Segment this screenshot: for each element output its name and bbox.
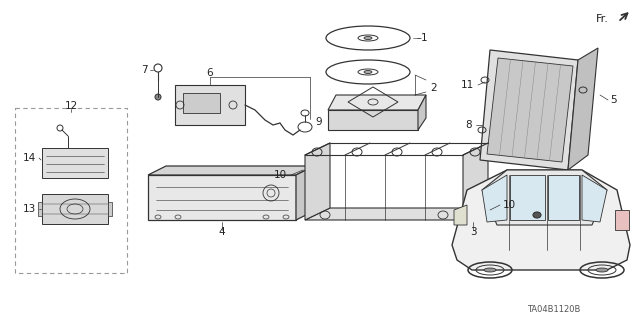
Polygon shape [418, 95, 426, 130]
Text: 8: 8 [465, 120, 472, 130]
Polygon shape [480, 50, 578, 170]
Text: Fr.: Fr. [596, 14, 609, 24]
Text: 9: 9 [315, 117, 322, 127]
Text: 11: 11 [461, 80, 474, 90]
Text: 6: 6 [207, 68, 213, 78]
Polygon shape [42, 148, 108, 178]
Polygon shape [548, 175, 579, 220]
Polygon shape [582, 175, 607, 222]
Polygon shape [615, 210, 629, 230]
Text: TA04B1120B: TA04B1120B [527, 305, 580, 314]
Text: 5: 5 [610, 95, 616, 105]
Polygon shape [482, 170, 607, 225]
Bar [15, 108, 127, 273]
Text: 10: 10 [274, 170, 287, 180]
Polygon shape [482, 175, 507, 222]
Polygon shape [148, 175, 296, 220]
Text: 2: 2 [430, 83, 436, 93]
Polygon shape [452, 170, 630, 270]
Ellipse shape [596, 268, 608, 272]
Ellipse shape [364, 70, 372, 73]
Polygon shape [510, 175, 545, 220]
Polygon shape [328, 110, 418, 130]
Text: 1: 1 [421, 33, 428, 43]
Polygon shape [175, 85, 245, 125]
Polygon shape [454, 205, 467, 225]
Polygon shape [38, 202, 42, 216]
Text: 14: 14 [23, 153, 36, 163]
Text: 12: 12 [65, 101, 77, 111]
Text: 4: 4 [219, 227, 225, 237]
Polygon shape [296, 166, 314, 220]
Polygon shape [487, 58, 573, 162]
Text: 7: 7 [141, 65, 148, 75]
Ellipse shape [484, 268, 496, 272]
Ellipse shape [155, 94, 161, 100]
Ellipse shape [364, 36, 372, 40]
Polygon shape [305, 208, 488, 220]
Polygon shape [42, 194, 108, 224]
Text: 13: 13 [23, 204, 36, 214]
Polygon shape [183, 93, 220, 113]
Polygon shape [328, 95, 426, 110]
Ellipse shape [533, 212, 541, 218]
Polygon shape [108, 202, 112, 216]
Text: 3: 3 [470, 227, 476, 237]
Text: 10: 10 [503, 200, 516, 210]
Polygon shape [148, 166, 314, 175]
Polygon shape [463, 143, 488, 220]
Polygon shape [305, 143, 330, 220]
Polygon shape [568, 48, 598, 170]
